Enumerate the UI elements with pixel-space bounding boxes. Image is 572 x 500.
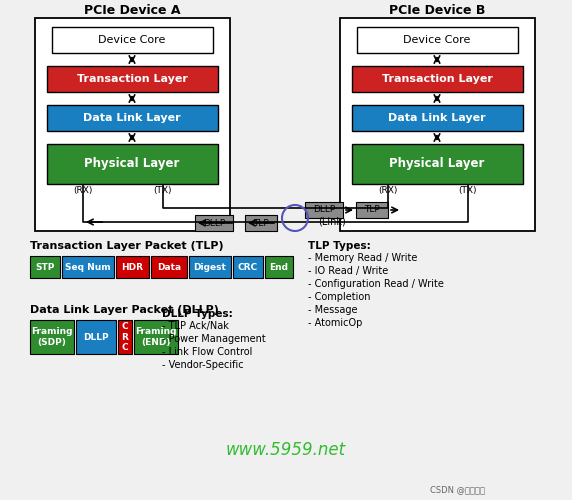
Bar: [340, 18, 535, 231]
Text: Device Core: Device Core: [403, 35, 471, 45]
Bar: [76, 320, 116, 354]
Bar: [47, 144, 218, 184]
Text: Transaction Layer Packet (TLP): Transaction Layer Packet (TLP): [30, 241, 224, 251]
Text: www.5959.net: www.5959.net: [226, 441, 346, 459]
Text: - AtomicOp: - AtomicOp: [308, 318, 363, 328]
Text: - Link Flow Control: - Link Flow Control: [162, 347, 252, 357]
Text: - IO Read / Write: - IO Read / Write: [308, 266, 388, 276]
Text: (RX): (RX): [378, 186, 398, 196]
Bar: [134, 320, 178, 354]
Text: Seq Num: Seq Num: [65, 262, 111, 272]
Bar: [30, 320, 74, 354]
Text: Transaction Layer: Transaction Layer: [382, 74, 492, 84]
Bar: [47, 105, 218, 131]
Text: (TX): (TX): [459, 186, 477, 196]
Bar: [189, 256, 231, 278]
Bar: [352, 105, 523, 131]
Text: Framing
(SDP): Framing (SDP): [31, 328, 73, 346]
Text: HDR: HDR: [121, 262, 144, 272]
Bar: [233, 256, 263, 278]
Text: - Completion: - Completion: [308, 292, 371, 302]
Text: Physical Layer: Physical Layer: [390, 158, 484, 170]
Text: (RX): (RX): [73, 186, 93, 196]
Text: (Link): (Link): [318, 216, 345, 226]
Bar: [30, 256, 60, 278]
Text: (TX): (TX): [154, 186, 172, 196]
Bar: [245, 215, 277, 231]
Text: Physical Layer: Physical Layer: [84, 158, 180, 170]
Text: STP: STP: [35, 262, 55, 272]
Text: - Power Management: - Power Management: [162, 334, 266, 344]
Bar: [305, 202, 343, 218]
Bar: [52, 27, 213, 53]
Bar: [356, 202, 388, 218]
Bar: [352, 144, 523, 184]
Text: Data: Data: [157, 262, 181, 272]
Text: - Vendor-Specific: - Vendor-Specific: [162, 360, 244, 370]
Text: - Memory Read / Write: - Memory Read / Write: [308, 253, 418, 263]
Text: C
R
C: C R C: [122, 322, 129, 352]
Text: PCIe Device A: PCIe Device A: [84, 4, 180, 18]
Text: DLLP: DLLP: [203, 218, 225, 228]
Bar: [118, 320, 132, 354]
Bar: [352, 66, 523, 92]
Text: Data Link Layer: Data Link Layer: [388, 113, 486, 123]
Bar: [151, 256, 187, 278]
Bar: [47, 66, 218, 92]
Text: DLLP: DLLP: [313, 206, 335, 214]
Bar: [195, 215, 233, 231]
Text: DLLP Types:: DLLP Types:: [162, 309, 233, 319]
Text: Device Core: Device Core: [98, 35, 166, 45]
Text: Data Link Layer Packet (DLLP): Data Link Layer Packet (DLLP): [30, 305, 219, 315]
Text: - Configuration Read / Write: - Configuration Read / Write: [308, 279, 444, 289]
Text: TLP: TLP: [253, 218, 269, 228]
Bar: [357, 27, 518, 53]
Text: PCIe Device B: PCIe Device B: [389, 4, 485, 18]
Bar: [265, 256, 293, 278]
Bar: [35, 18, 230, 231]
Text: TLP Types:: TLP Types:: [308, 241, 371, 251]
Text: - TLP Ack/Nak: - TLP Ack/Nak: [162, 321, 229, 331]
Text: CRC: CRC: [238, 262, 258, 272]
Bar: [62, 256, 114, 278]
Text: CSDN @我要暴富: CSDN @我要暴富: [430, 486, 485, 494]
Text: Data Link Layer: Data Link Layer: [83, 113, 181, 123]
Text: Framing
(END): Framing (END): [135, 328, 177, 346]
Text: Transaction Layer: Transaction Layer: [77, 74, 188, 84]
Text: End: End: [269, 262, 288, 272]
Text: Digest: Digest: [193, 262, 227, 272]
Text: - Message: - Message: [308, 305, 358, 315]
Bar: [116, 256, 149, 278]
Text: TLP: TLP: [364, 206, 380, 214]
Text: DLLP: DLLP: [83, 332, 109, 342]
